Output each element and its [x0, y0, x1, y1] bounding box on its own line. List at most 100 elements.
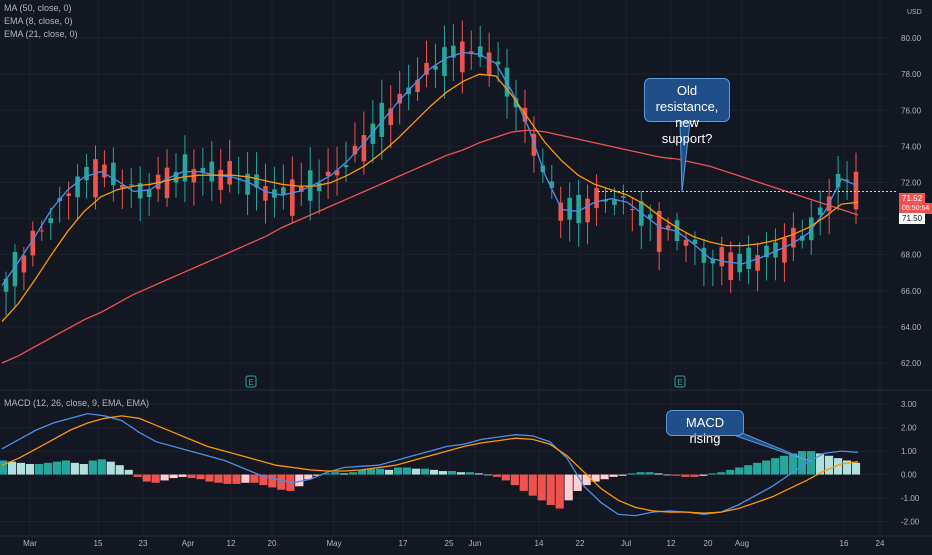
- macd-histogram-bar: [627, 473, 636, 475]
- earnings-marker-box: [245, 375, 257, 388]
- candle-body: [835, 174, 841, 188]
- price-axis-tick-label: 68.00: [901, 251, 922, 260]
- macd-histogram-bar: [663, 474, 672, 476]
- candle-body: [30, 230, 36, 256]
- candle-body: [585, 198, 590, 223]
- macd-histogram-bar: [474, 473, 483, 475]
- candle-body: [549, 181, 555, 188]
- candle-body: [370, 123, 376, 144]
- macd-histogram-bar: [349, 472, 358, 475]
- candle-body: [701, 247, 707, 263]
- candle-body: [316, 182, 322, 192]
- macd-histogram-bar: [393, 467, 403, 475]
- macd-histogram-bar: [789, 453, 798, 475]
- macd-histogram-bar: [376, 468, 385, 475]
- macd-histogram-bar: [34, 464, 44, 475]
- macd-histogram-bar: [555, 474, 564, 509]
- candle-body: [477, 46, 483, 58]
- candle-body: [791, 227, 796, 248]
- currency-label[interactable]: USD: [907, 9, 922, 16]
- macd-histogram-bar: [762, 460, 771, 475]
- candle-body: [433, 65, 438, 70]
- candle-body: [75, 176, 80, 198]
- candle-body: [603, 199, 608, 202]
- price-axis-tick-label: 80.00: [901, 34, 922, 43]
- candle-body: [630, 209, 635, 211]
- macd-histogram-bar: [25, 464, 35, 475]
- time-axis-tick-label: 16: [840, 539, 849, 548]
- candle-body: [844, 179, 850, 181]
- macd-histogram-bar: [178, 474, 187, 477]
- ma50-legend[interactable]: MA (50, close, 0): [4, 3, 72, 13]
- earnings-marker-label: E: [248, 378, 253, 387]
- macd-histogram-bar: [124, 469, 133, 475]
- macd-histogram-bar: [232, 474, 241, 484]
- macd-legend[interactable]: MACD (12, 26, close, 9, EMA, EMA): [4, 398, 150, 408]
- macd-histogram-bar: [842, 460, 852, 475]
- macd-histogram-bar: [492, 474, 501, 477]
- macd-histogram-bar: [618, 474, 627, 476]
- candle-body: [227, 161, 232, 185]
- macd-histogram-bar: [645, 472, 654, 475]
- candle-body: [513, 98, 519, 108]
- candle-body: [39, 230, 45, 232]
- macd-histogram-bar: [223, 474, 232, 484]
- macd-histogram-bar: [815, 453, 825, 475]
- macd-axis-tick-label: 3.00: [901, 400, 917, 409]
- candle-body: [719, 247, 725, 267]
- time-axis-tick-label: May: [326, 539, 341, 548]
- macd-histogram-bar: [411, 468, 421, 475]
- ema21-legend[interactable]: EMA (21, close, 0): [4, 29, 78, 39]
- macd-histogram-bar: [681, 474, 690, 477]
- macd-callout: MACD rising: [666, 410, 744, 446]
- macd-histogram-bar: [367, 468, 376, 475]
- macd-histogram-bar: [322, 473, 331, 475]
- macd-histogram-bar: [438, 471, 448, 475]
- macd-histogram-bar: [196, 474, 205, 480]
- candle-body: [146, 190, 152, 198]
- ema21-line: [1, 73, 859, 322]
- resistance-callout: Old resistance, new support?: [644, 78, 730, 146]
- candle-body: [665, 225, 671, 229]
- time-axis-tick-label: 25: [445, 539, 454, 548]
- candle-body: [710, 259, 716, 264]
- candle-body: [558, 202, 564, 221]
- macd-histogram-bar: [106, 461, 115, 475]
- time-axis-tick-label: 12: [227, 539, 236, 548]
- candle-body: [111, 162, 116, 186]
- candle-body: [773, 242, 778, 258]
- candle-body: [442, 47, 447, 77]
- macd-histogram-bar: [833, 458, 843, 475]
- candle-body: [486, 52, 492, 76]
- candle-body: [334, 170, 340, 176]
- macd-axis-tick-label: -2.00: [901, 517, 920, 526]
- candle-body: [102, 164, 107, 178]
- candle-body: [361, 135, 367, 162]
- macd-histogram-bar: [447, 471, 457, 475]
- macd-histogram-bar: [591, 474, 600, 482]
- macd-histogram-bar: [609, 474, 618, 477]
- time-axis-tick-label: 14: [535, 539, 544, 548]
- macd-histogram-bar: [151, 474, 160, 483]
- macd-histogram-group: [0, 451, 861, 509]
- macd-histogram-bar: [61, 460, 70, 475]
- candle-body: [66, 193, 71, 197]
- candle-body: [800, 235, 805, 241]
- macd-histogram-bar: [16, 462, 26, 475]
- macd-histogram-bar: [726, 469, 735, 475]
- macd-histogram-bar: [690, 474, 699, 477]
- earnings-marker: E: [245, 375, 257, 388]
- candle-body: [343, 165, 349, 168]
- macd-histogram-bar: [510, 474, 519, 486]
- candle-body: [853, 171, 859, 210]
- macd-histogram-bar: [115, 465, 124, 475]
- macd-histogram-bar: [358, 469, 367, 475]
- time-axis-tick-label: 20: [704, 539, 713, 548]
- ema8-legend[interactable]: EMA (8, close, 0): [4, 16, 73, 26]
- macd-histogram-bar: [717, 472, 726, 475]
- candle-body: [12, 252, 18, 287]
- candle-body: [48, 218, 54, 224]
- price-axis-tick-label: 76.00: [901, 106, 922, 115]
- candle-body: [128, 184, 134, 186]
